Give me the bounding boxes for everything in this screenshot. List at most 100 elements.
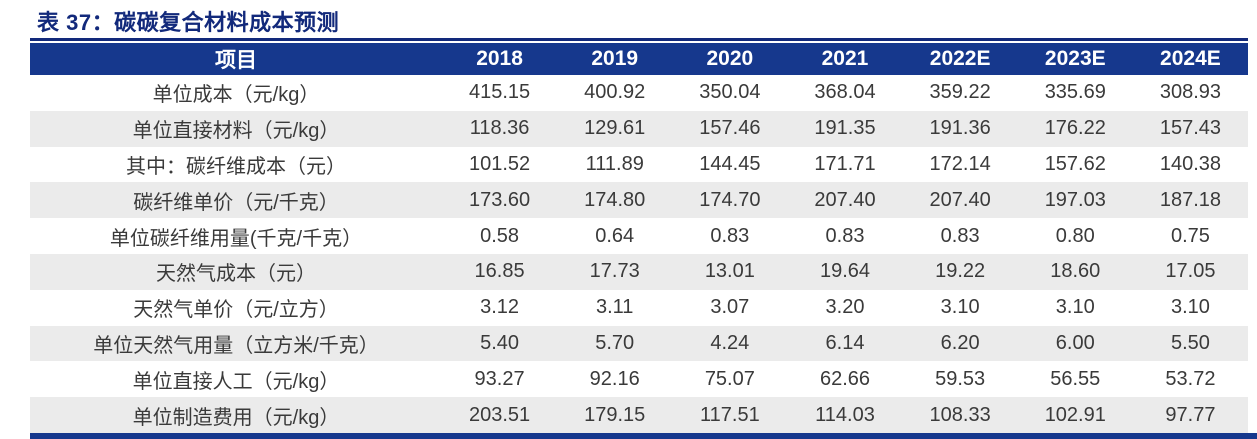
value-cell: 172.14: [929, 152, 991, 175]
value-cell: 5.50: [1132, 325, 1248, 362]
value-cell: 18.60: [1017, 253, 1133, 290]
value-cell: 75.07: [704, 367, 755, 390]
value-cell: 16.85: [442, 253, 558, 290]
table-row: 单位直接材料（元/kg） 118.36 129.61 157.46 191.35 191.…: [30, 110, 1248, 147]
row-label: 单位天然气用量（立方米/千克）: [30, 325, 442, 362]
title-underline: [30, 38, 1248, 41]
value-cell: 92.16: [589, 367, 640, 390]
next-section-bar: [30, 433, 1257, 439]
value-cell: 118.36: [442, 110, 558, 147]
value-cell: 0.83: [940, 224, 980, 247]
value-cell: 171.71: [814, 152, 876, 175]
value-cell: 3.10: [1055, 296, 1095, 319]
value-cell: 3.20: [825, 296, 865, 319]
value-cell: 359.22: [929, 81, 991, 104]
value-cell: 187.18: [1132, 182, 1248, 219]
value-cell: 157.46: [672, 110, 788, 147]
value-cell: 19.64: [787, 253, 903, 290]
value-cell: 5.70: [557, 325, 673, 362]
value-cell: 3.07: [710, 296, 750, 319]
value-cell: 101.52: [468, 152, 531, 175]
header-row: 项目 2018 2019 2020 2021 2022E 2023E 2024E: [30, 43, 1248, 75]
value-cell: 400.92: [584, 81, 646, 104]
value-cell: 97.77: [1132, 397, 1248, 433]
value-cell: 144.45: [699, 152, 761, 175]
value-cell: 13.01: [672, 253, 788, 290]
column-header-2021: 2021: [787, 43, 903, 75]
table-row: 单位制造费用（元/kg） 203.51 179.15 117.51 114.03 108.…: [30, 397, 1248, 433]
column-header-2020: 2020: [672, 43, 788, 75]
column-header-2018: 2018: [442, 43, 558, 75]
value-cell: 191.36: [902, 110, 1018, 147]
value-cell: 0.83: [825, 224, 865, 247]
table-row: 单位天然气用量（立方米/千克） 5.40 5.70 4.24 6.14 6.20 6.00 5…: [30, 325, 1248, 362]
value-cell: 59.53: [935, 367, 986, 390]
value-cell: 5.40: [442, 325, 558, 362]
value-cell: 3.10: [940, 296, 980, 319]
value-cell: 56.55: [1050, 367, 1101, 390]
column-header-2019: 2019: [557, 43, 673, 75]
value-cell: 0.58: [480, 224, 520, 247]
column-header-2024e: 2024E: [1132, 43, 1248, 75]
value-cell: 179.15: [557, 397, 673, 433]
value-cell: 207.40: [787, 182, 903, 219]
row-label: 单位直接人工（元/kg）: [132, 370, 340, 393]
value-cell: 6.00: [1017, 325, 1133, 362]
value-cell: 368.04: [814, 81, 876, 104]
cost-forecast-table: 项目 2018 2019 2020 2021 2022E 2023E 2024E…: [30, 43, 1248, 433]
value-cell: 197.03: [1017, 182, 1133, 219]
value-cell: 3.12: [480, 296, 520, 319]
row-label: 单位碳纤维用量(千克/千克）: [109, 227, 363, 250]
row-label: 单位直接材料（元/kg）: [30, 110, 442, 147]
value-cell: 0.80: [1055, 224, 1095, 247]
value-cell: 19.22: [902, 253, 1018, 290]
value-cell: 17.05: [1132, 253, 1248, 290]
value-cell: 173.60: [442, 182, 558, 219]
row-label: 单位成本（元/kg）: [152, 84, 320, 107]
table-row: 单位成本（元/kg） 415.15 400.92 350.04 368.04 359.22…: [30, 75, 1248, 111]
value-cell: 157.62: [1044, 152, 1106, 175]
value-cell: 108.33: [902, 397, 1018, 433]
value-cell: 102.91: [1017, 397, 1133, 433]
table-row: 天然气单价（元/立方） 3.12 3.11 3.07 3.20 3.10 3.10 3.10: [30, 290, 1248, 326]
column-header-item: 项目: [30, 43, 442, 75]
value-cell: 308.93: [1159, 81, 1221, 104]
row-label: 碳纤维单价（元/千克）: [30, 182, 442, 219]
value-cell: 0.75: [1170, 224, 1210, 247]
value-cell: 174.80: [557, 182, 673, 219]
value-cell: 3.11: [595, 296, 634, 319]
row-label: 天然气成本（元）: [30, 253, 442, 290]
value-cell: 62.66: [819, 367, 871, 390]
table-title: 表 37：碳碳复合材料成本预测: [37, 10, 340, 35]
value-cell: 140.38: [1159, 152, 1221, 175]
value-cell: 4.24: [672, 325, 788, 362]
value-cell: 415.15: [468, 81, 531, 104]
value-cell: 350.04: [699, 81, 761, 104]
table-row: 天然气成本（元） 16.85 17.73 13.01 19.64 19.22 18.60 17…: [30, 253, 1248, 290]
value-cell: 129.61: [557, 110, 673, 147]
value-cell: 191.35: [787, 110, 903, 147]
value-cell: 0.83: [710, 224, 750, 247]
value-cell: 176.22: [1017, 110, 1133, 147]
row-label: 其中：碳纤维成本（元）: [126, 155, 346, 178]
value-cell: 174.70: [672, 182, 788, 219]
value-cell: 157.43: [1132, 110, 1248, 147]
value-cell: 53.72: [1165, 367, 1216, 390]
table-row: 碳纤维单价（元/千克） 173.60 174.80 174.70 207.40 207.4…: [30, 182, 1248, 219]
table-row: 单位碳纤维用量(千克/千克） 0.58 0.64 0.83 0.83 0.83 0.80 0.…: [30, 218, 1248, 254]
value-cell: 93.27: [474, 367, 525, 390]
value-cell: 3.10: [1170, 296, 1210, 319]
column-header-2022e: 2022E: [902, 43, 1018, 75]
table-body: 单位成本（元/kg） 415.15 400.92 350.04 368.04 359.22…: [30, 75, 1248, 433]
value-cell: 17.73: [557, 253, 673, 290]
table-row: 其中：碳纤维成本（元） 101.52 111.89 144.45 171.71 172.1…: [30, 147, 1248, 183]
row-label: 天然气单价（元/立方）: [133, 299, 339, 322]
table-row: 单位直接人工（元/kg） 93.27 92.16 75.07 62.66 59.53 56.…: [30, 361, 1248, 397]
value-cell: 111.89: [585, 152, 644, 175]
value-cell: 0.64: [595, 224, 635, 247]
value-cell: 207.40: [902, 182, 1018, 219]
value-cell: 6.20: [902, 325, 1018, 362]
table-header: 项目 2018 2019 2020 2021 2022E 2023E 2024E: [30, 43, 1248, 75]
column-header-2023e: 2023E: [1017, 43, 1133, 75]
